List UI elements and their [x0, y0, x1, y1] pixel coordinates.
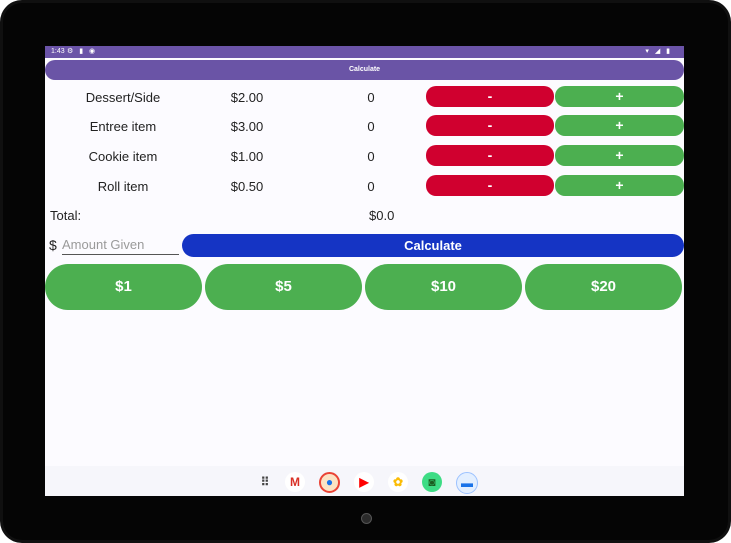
item-quantity: 0: [367, 179, 375, 194]
quick-amount-5-button[interactable]: $5: [205, 264, 362, 310]
android-icon[interactable]: ◙: [422, 472, 442, 492]
item-quantity: 0: [367, 90, 375, 105]
apps-grid-icon[interactable]: ⠿: [260, 475, 270, 489]
increment-button[interactable]: +: [555, 115, 684, 136]
amount-given-input[interactable]: Amount Given: [62, 235, 179, 255]
decrement-button[interactable]: -: [426, 115, 554, 136]
quick-amount-20-button[interactable]: $20: [525, 264, 682, 310]
gmail-icon[interactable]: M: [285, 472, 305, 492]
camera-icon: [361, 513, 372, 524]
currency-symbol: $: [49, 237, 57, 253]
item-name: Roll item: [97, 179, 149, 194]
increment-button[interactable]: +: [555, 145, 684, 166]
increment-button[interactable]: +: [555, 175, 684, 196]
chrome-icon[interactable]: ●: [319, 472, 340, 493]
quick-amount-10-button[interactable]: $10: [365, 264, 522, 310]
item-price: $0.50: [230, 179, 264, 194]
messages-icon[interactable]: ▬: [456, 472, 478, 494]
total-label: Total:: [50, 208, 82, 223]
item-row: Entree item $3.00 0 - +: [45, 115, 684, 139]
item-name: Entree item: [89, 119, 157, 134]
decrement-button[interactable]: -: [426, 175, 554, 196]
status-right-icons: ▾ ◢ ▮: [645, 48, 672, 55]
decrement-button[interactable]: -: [426, 145, 554, 166]
item-quantity: 0: [367, 119, 375, 134]
item-price: $2.00: [230, 90, 264, 105]
item-quantity: 0: [367, 149, 375, 164]
app-title-bar: Calculate: [45, 60, 684, 80]
decrement-button[interactable]: -: [426, 86, 554, 107]
item-name: Dessert/Side: [85, 90, 161, 105]
increment-button[interactable]: +: [555, 86, 684, 107]
item-row: Cookie item $1.00 0 - +: [45, 145, 684, 169]
total-value: $0.0: [369, 208, 395, 223]
app-title: Calculate: [348, 66, 381, 73]
youtube-icon[interactable]: ▶: [354, 472, 374, 492]
photos-icon[interactable]: ✿: [388, 472, 408, 492]
calculate-button[interactable]: Calculate: [182, 234, 684, 257]
quick-amount-1-button[interactable]: $1: [45, 264, 202, 310]
status-left-icons: ⚙ ▮ ◉: [67, 48, 98, 55]
item-price: $1.00: [230, 149, 264, 164]
screen: 1:43 ⚙ ▮ ◉ ▾ ◢ ▮ Calculate Dessert/Side …: [45, 46, 684, 496]
item-price: $3.00: [230, 119, 264, 134]
status-time: 1:43: [51, 48, 65, 55]
item-name: Cookie item: [88, 149, 158, 164]
status-bar: 1:43 ⚙ ▮ ◉ ▾ ◢ ▮: [45, 46, 684, 58]
item-row: Roll item $0.50 0 - +: [45, 175, 684, 199]
item-row: Dessert/Side $2.00 0 - +: [45, 86, 684, 110]
